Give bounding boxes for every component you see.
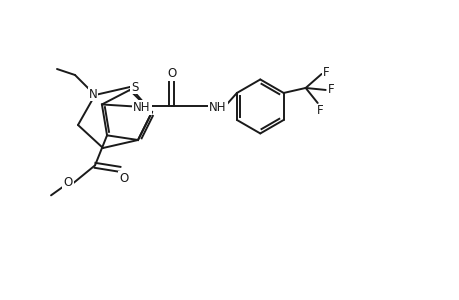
- Text: O: O: [167, 67, 176, 80]
- Text: N: N: [89, 88, 97, 100]
- Text: O: O: [119, 172, 129, 185]
- Text: NH: NH: [133, 101, 151, 114]
- Text: F: F: [317, 104, 323, 118]
- Text: F: F: [323, 67, 329, 80]
- Text: O: O: [63, 176, 73, 189]
- Text: NH: NH: [209, 101, 226, 114]
- Text: S: S: [131, 80, 138, 94]
- Text: F: F: [328, 83, 334, 97]
